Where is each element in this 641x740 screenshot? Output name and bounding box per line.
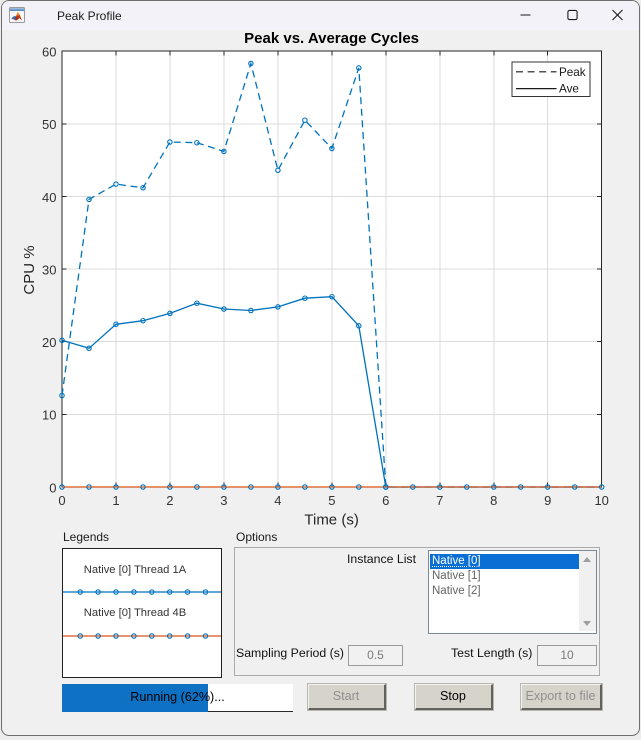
- svg-text:3: 3: [220, 493, 227, 508]
- svg-text:Ave: Ave: [559, 83, 579, 96]
- svg-text:Peak vs. Average Cycles: Peak vs. Average Cycles: [244, 30, 419, 47]
- svg-text:1: 1: [112, 493, 119, 508]
- svg-text:6: 6: [382, 493, 389, 508]
- svg-text:30: 30: [42, 262, 56, 277]
- svg-text:2: 2: [166, 493, 173, 508]
- svg-text:4: 4: [274, 493, 281, 508]
- svg-text:10: 10: [594, 493, 608, 508]
- svg-text:40: 40: [42, 190, 56, 205]
- svg-text:9: 9: [544, 493, 551, 508]
- svg-text:Time (s): Time (s): [304, 511, 358, 528]
- svg-text:7: 7: [436, 493, 443, 508]
- svg-text:CPU %: CPU %: [21, 245, 38, 294]
- svg-text:Peak: Peak: [559, 66, 586, 79]
- svg-text:10: 10: [42, 408, 56, 423]
- svg-text:0: 0: [58, 493, 65, 508]
- svg-text:50: 50: [42, 117, 56, 132]
- svg-text:5: 5: [328, 493, 335, 508]
- svg-text:8: 8: [490, 493, 497, 508]
- svg-text:20: 20: [42, 335, 56, 350]
- svg-text:0: 0: [49, 480, 56, 495]
- svg-text:60: 60: [42, 45, 56, 60]
